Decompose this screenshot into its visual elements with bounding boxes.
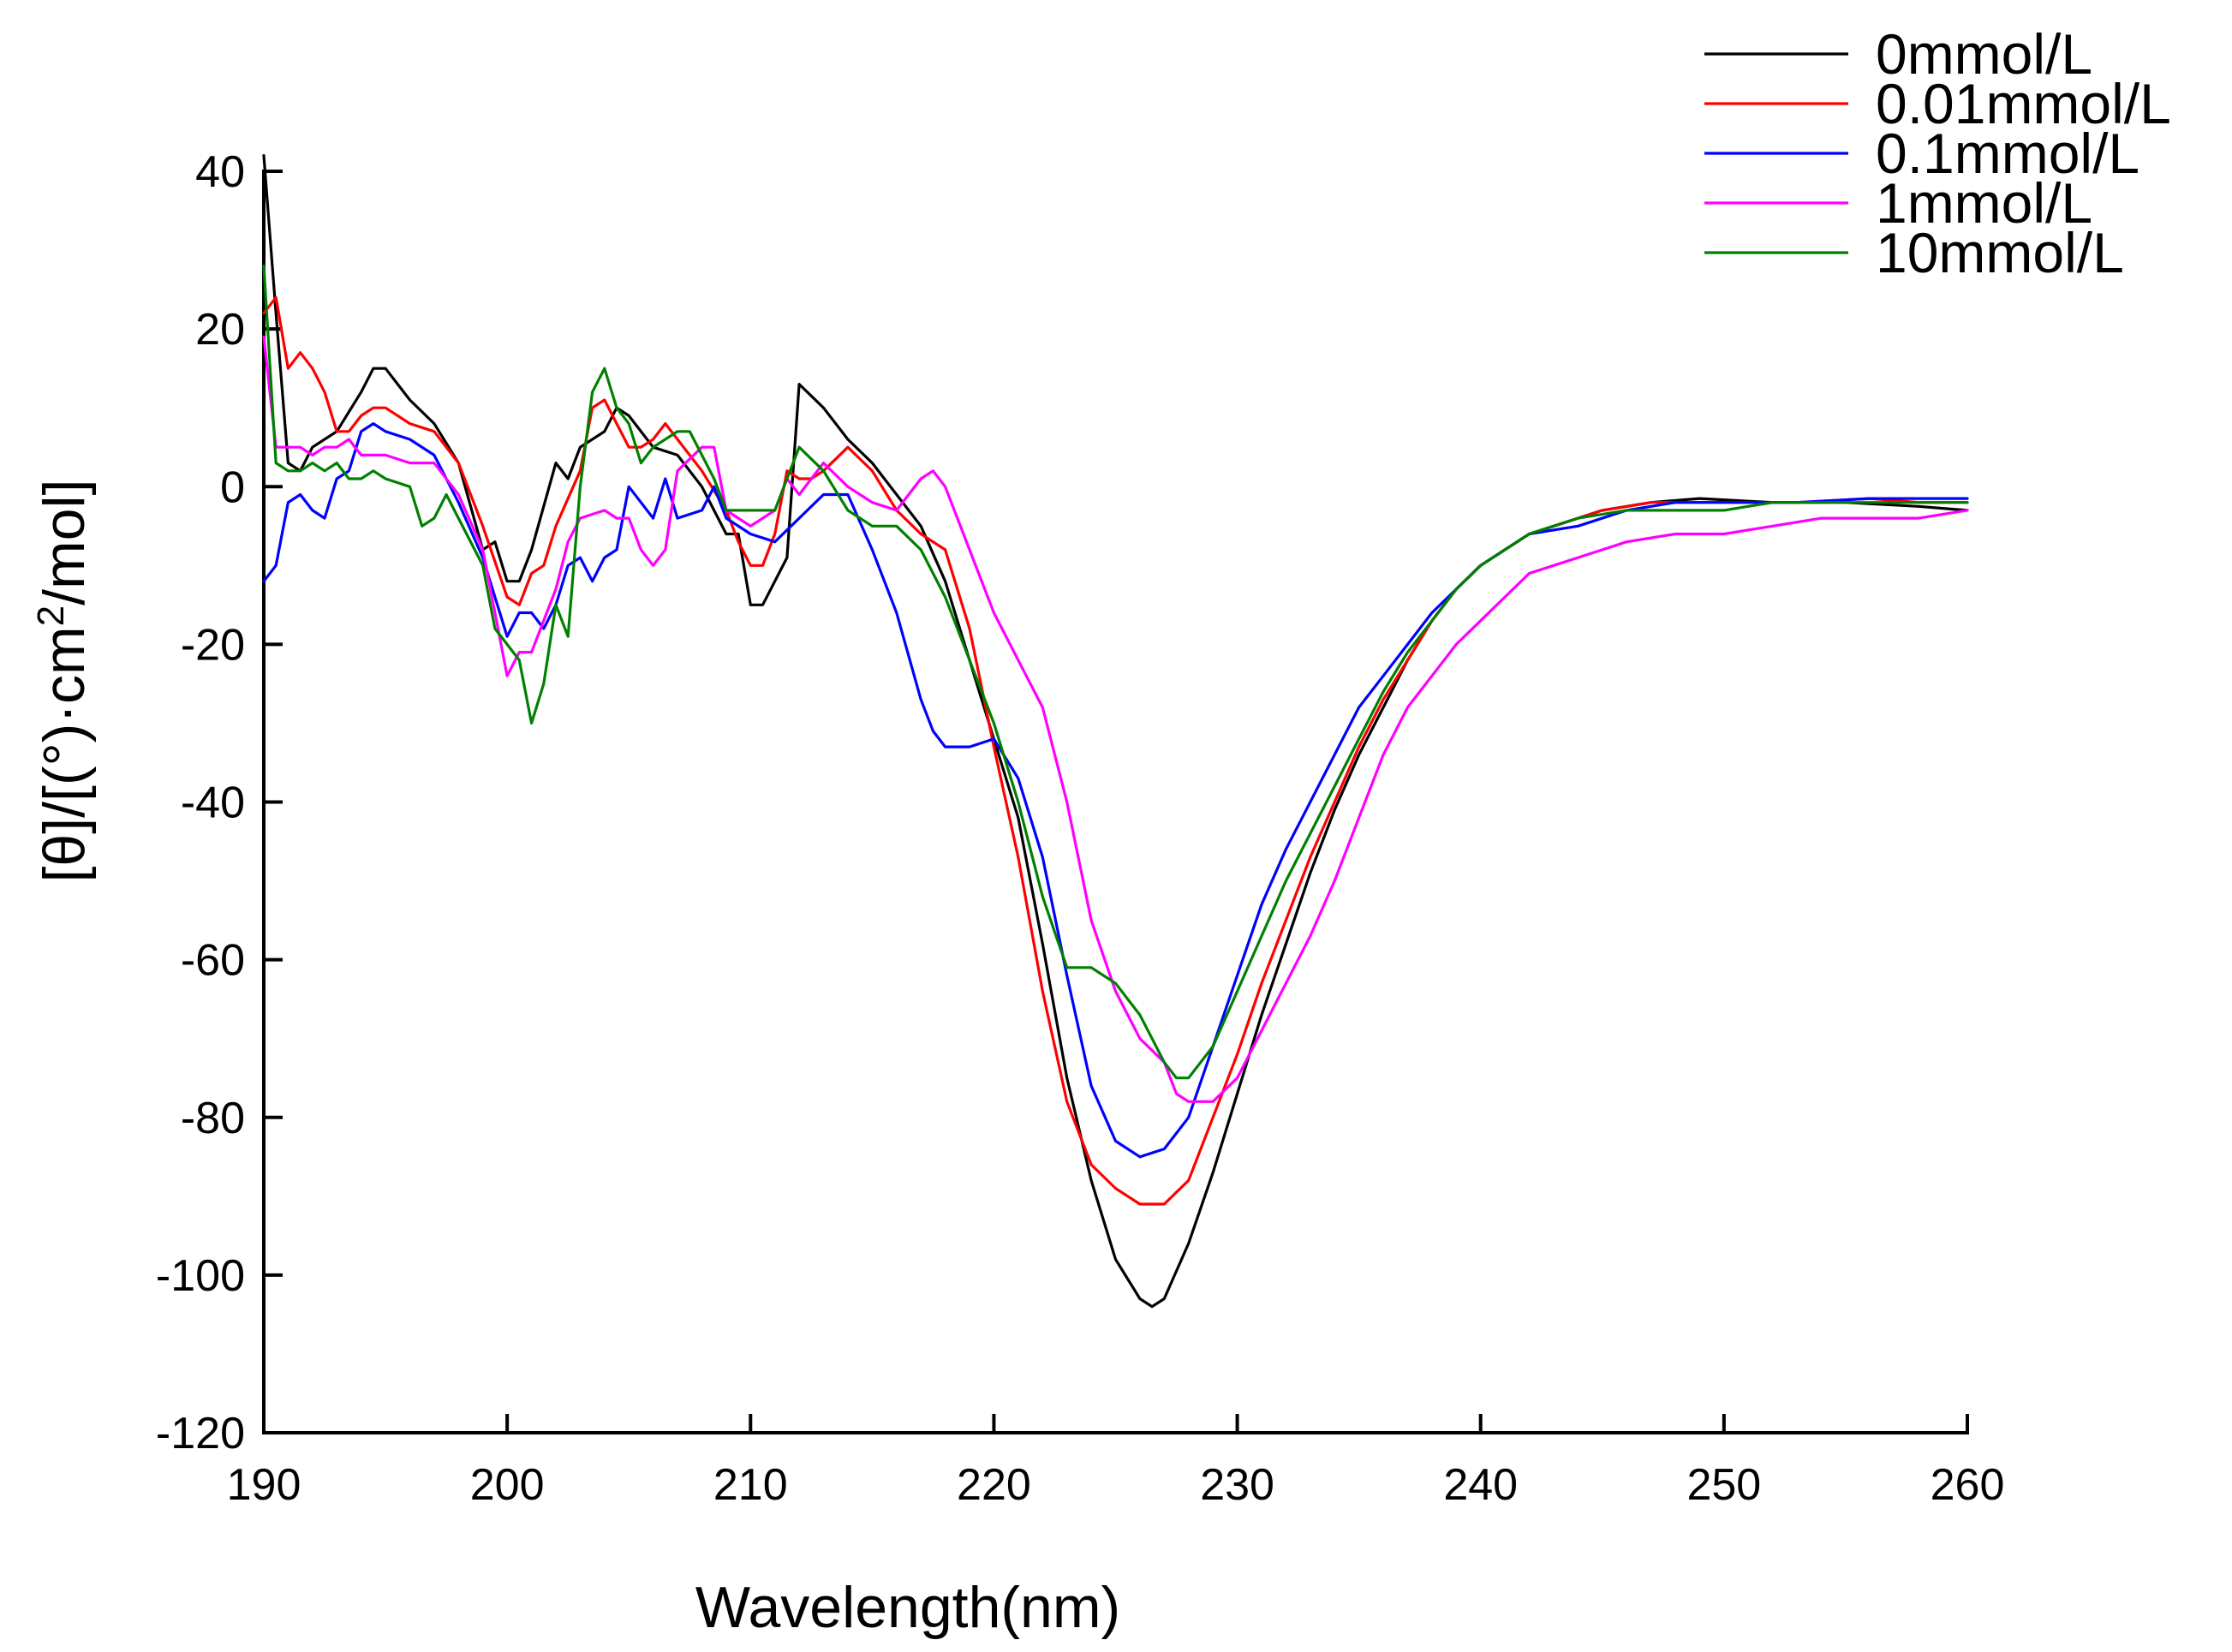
y-tick-label: -120 <box>156 1409 245 1458</box>
legend-label: 0.01mmol/L <box>1876 72 2171 135</box>
x-tick-label: 220 <box>957 1460 1031 1510</box>
y-tick-label: -80 <box>181 1094 245 1143</box>
y-axis-title-tail: /mol] <box>32 479 97 605</box>
x-tick-label: 230 <box>1200 1460 1274 1510</box>
x-tick-label: 190 <box>227 1460 301 1510</box>
series-line-0mmol-l <box>262 154 1969 1309</box>
series-line-10mmol-l <box>262 264 1969 1080</box>
y-axis-title: [θ]/[(°)·cm2/mol] <box>30 479 97 882</box>
y-tick-label: 20 <box>195 305 245 355</box>
y-tick-label: -20 <box>181 620 245 670</box>
x-axis-ticks: 190 200 210 220 230 240 250 260 <box>227 1414 2005 1510</box>
series-line-0-01mmol-l <box>262 295 1969 1206</box>
y-tick-label: -40 <box>181 778 245 828</box>
y-axis-title-main: [θ]/[(°)·cm <box>32 626 97 882</box>
series-line-1mmol-l <box>262 335 1969 1103</box>
y-tick-label: 0 <box>220 462 245 512</box>
legend-label: 0mmol/L <box>1876 22 2092 86</box>
series-line-0-1mmol-l <box>262 422 1969 1159</box>
x-tick-label: 260 <box>1931 1460 2005 1510</box>
series-lines <box>262 154 1969 1309</box>
x-axis-title: Wavelength(nm) <box>695 1575 1120 1640</box>
legend-label: 0.1mmol/L <box>1876 122 2139 185</box>
x-tick-label: 210 <box>713 1460 788 1510</box>
y-tick-label: -100 <box>156 1251 245 1301</box>
y-axis-ticks: 40 20 0 -20 -40 -60 -80 -100 -120 <box>156 147 283 1458</box>
legend-label: 10mmol/L <box>1876 221 2124 284</box>
y-tick-label: 40 <box>195 147 245 197</box>
y-axis-title-superscript: 2 <box>30 605 72 626</box>
y-tick-label: -60 <box>181 936 245 986</box>
legend-label: 1mmol/L <box>1876 171 2092 235</box>
x-tick-label: 200 <box>470 1460 545 1510</box>
x-tick-label: 240 <box>1443 1460 1518 1510</box>
legend: 0mmol/L0.01mmol/L0.1mmol/L1mmol/L10mmol/… <box>1704 22 2171 284</box>
x-tick-label: 250 <box>1686 1460 1761 1510</box>
